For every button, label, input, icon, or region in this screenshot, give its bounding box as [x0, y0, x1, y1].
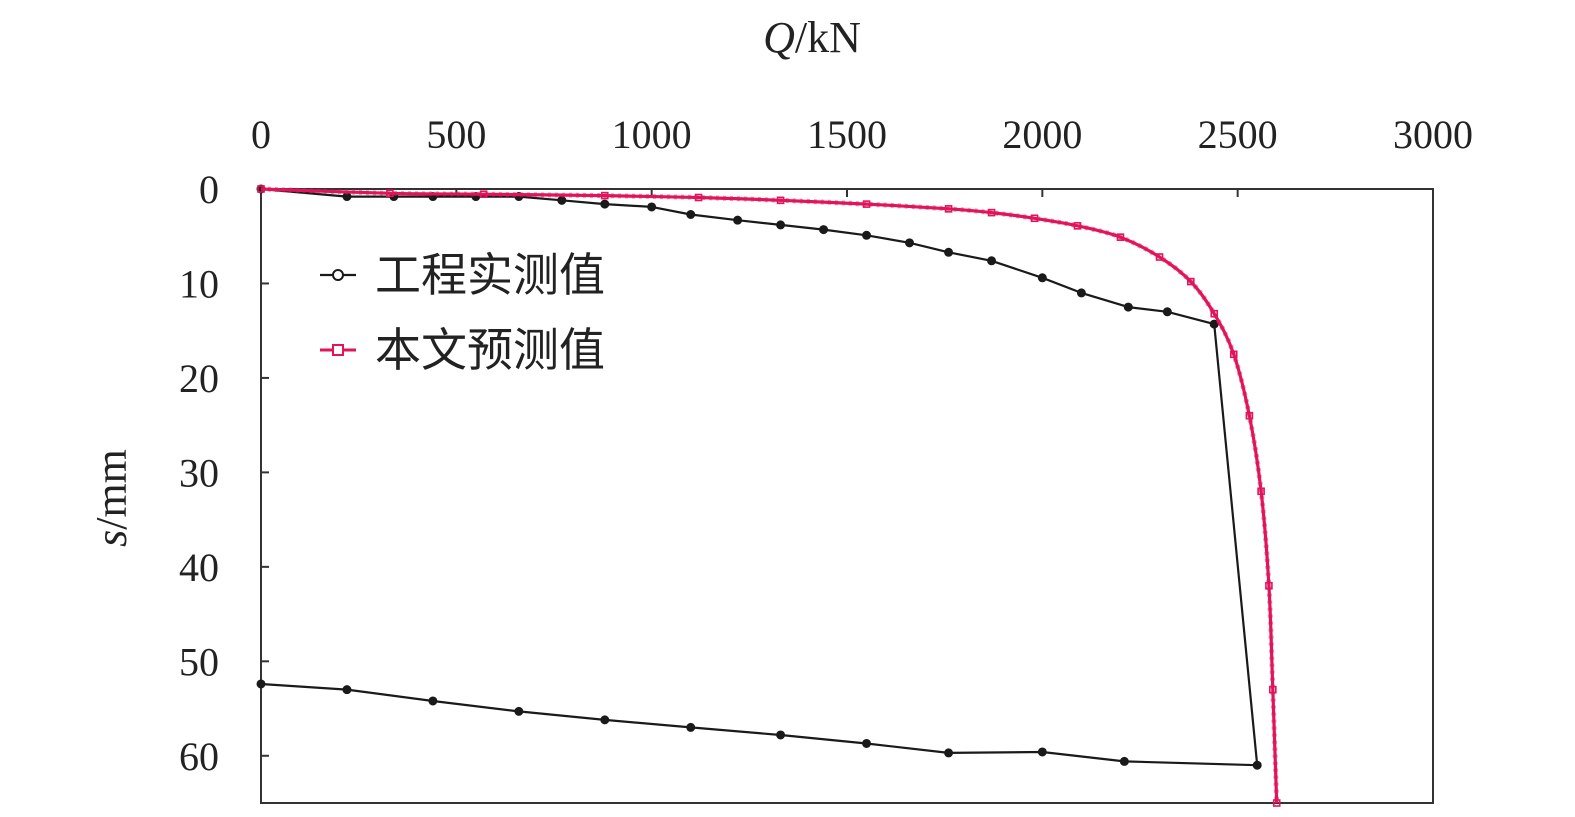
- data-point: [1116, 233, 1125, 241]
- data-point: [944, 247, 954, 257]
- data-point: [1162, 307, 1172, 317]
- data-point: [256, 679, 266, 689]
- data-point: [1186, 277, 1195, 286]
- legend-marker: [332, 269, 344, 281]
- x-tick-label: 1500: [807, 112, 887, 157]
- data-point: [1123, 302, 1133, 312]
- series-line: [260, 187, 1279, 804]
- data-point: [1245, 411, 1254, 420]
- data-point: [600, 199, 610, 209]
- data-point: [1076, 288, 1086, 298]
- y-tick-label: 40: [179, 545, 219, 590]
- data-point: [776, 220, 786, 230]
- data-point: [694, 193, 703, 202]
- y-tick-label: 20: [179, 356, 219, 401]
- data-point: [600, 715, 610, 725]
- data-point: [686, 722, 696, 732]
- y-tick-label: 10: [179, 261, 219, 306]
- series-line: [260, 187, 1259, 767]
- legend-marker: [332, 344, 344, 356]
- data-point: [386, 189, 394, 198]
- y-tick-label: 30: [179, 450, 219, 495]
- data-point: [733, 215, 743, 225]
- x-axis-title: Q/kN: [763, 13, 861, 62]
- data-point: [944, 748, 954, 758]
- data-point: [1037, 273, 1047, 283]
- y-tick-label: 0: [199, 167, 219, 212]
- data-point: [987, 208, 996, 217]
- data-point: [342, 685, 352, 695]
- x-tick-label: 500: [426, 112, 486, 157]
- data-point: [600, 191, 609, 200]
- data-point: [1269, 685, 1277, 694]
- data-point: [479, 190, 488, 198]
- data-point: [1210, 309, 1219, 318]
- legend-item: 工程实测值: [320, 248, 605, 302]
- data-point: [862, 738, 872, 748]
- y-tick-label: 50: [179, 639, 219, 684]
- data-point: [819, 225, 829, 235]
- legend-label: 本文预测值: [375, 323, 605, 377]
- series-line-markers: [260, 186, 1280, 804]
- y-axis-title-variable: s: [87, 530, 136, 547]
- data-point: [987, 256, 997, 266]
- data-point: [1272, 799, 1281, 807]
- data-point: [1265, 581, 1273, 590]
- data-point: [776, 730, 786, 740]
- data-point: [1030, 214, 1039, 223]
- data-point: [1119, 756, 1129, 766]
- y-tick-label: 60: [179, 734, 219, 779]
- data-point: [1257, 487, 1265, 496]
- data-point: [905, 238, 915, 248]
- x-axis-title-variable: Q: [763, 13, 795, 62]
- x-tick-label: 3000: [1393, 112, 1473, 157]
- y-axis-title-unit: /mm: [87, 449, 136, 530]
- x-tick-label: 0: [251, 112, 271, 157]
- data-point: [686, 210, 696, 220]
- y-axis-ticks: 0 10 20 30 40 50 60: [179, 167, 269, 779]
- data-point: [647, 202, 657, 212]
- series-layer: [256, 184, 1281, 807]
- data-point: [1252, 760, 1262, 770]
- x-axis-title-unit: /kN: [795, 13, 861, 62]
- data-point: [862, 200, 871, 208]
- data-point: [1155, 253, 1164, 261]
- data-point: [944, 205, 953, 213]
- data-point: [514, 706, 524, 716]
- data-point: [1073, 222, 1082, 230]
- legend-label: 工程实测值: [375, 248, 605, 302]
- data-point: [862, 230, 872, 240]
- x-tick-label: 2000: [1002, 112, 1082, 157]
- data-point: [1209, 319, 1219, 329]
- legend-item: 本文预测值: [320, 323, 605, 377]
- data-point: [776, 196, 785, 205]
- x-tick-label: 2500: [1198, 112, 1278, 157]
- x-tick-label: 1000: [612, 112, 692, 157]
- data-point: [1037, 747, 1047, 757]
- x-axis-ticks: 0 500 1000 1500 2000 2500 3000: [251, 112, 1473, 197]
- data-point: [1229, 350, 1238, 359]
- series-predicted: [257, 185, 1281, 807]
- data-point: [428, 696, 438, 706]
- y-axis-title: s/mm: [87, 449, 136, 547]
- data-point: [257, 185, 265, 193]
